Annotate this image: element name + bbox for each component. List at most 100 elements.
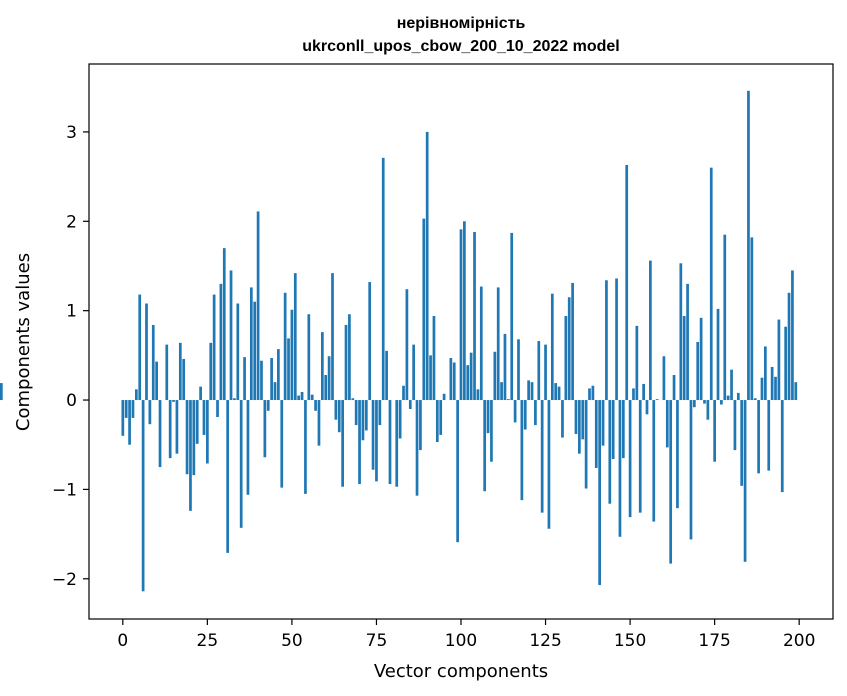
- y-tick-label: −2: [52, 570, 77, 590]
- bar: [280, 400, 284, 488]
- bar: [780, 400, 784, 493]
- bar: [645, 400, 649, 415]
- bar: [297, 395, 301, 401]
- bar: [791, 270, 794, 401]
- x-axis-label: Vector components: [374, 661, 548, 682]
- bar: [189, 400, 192, 511]
- bar: [351, 398, 355, 401]
- bar: [665, 400, 669, 448]
- bar: [635, 325, 639, 401]
- bar: [229, 270, 233, 401]
- bar: [219, 283, 223, 401]
- bar: [344, 324, 348, 401]
- bar: [307, 314, 311, 401]
- bar: [459, 229, 463, 401]
- bar: [628, 400, 632, 518]
- bar: [608, 400, 612, 504]
- bar: [764, 346, 767, 401]
- y-axis-label: Components values: [13, 253, 34, 431]
- bar: [598, 400, 602, 586]
- bar: [706, 400, 710, 420]
- bar: [249, 287, 253, 401]
- bar: [395, 400, 399, 487]
- bar: [760, 377, 764, 401]
- y-tick-label: 3: [66, 123, 77, 143]
- bar: [730, 369, 733, 401]
- bar: [584, 400, 588, 489]
- bar: [331, 273, 334, 401]
- bar: [476, 389, 480, 401]
- bar: [273, 382, 277, 401]
- y-tick-label: −1: [52, 480, 77, 500]
- bar: [206, 400, 209, 464]
- bar: [463, 221, 466, 401]
- bar: [402, 385, 405, 401]
- bar: [175, 400, 179, 454]
- bar: [588, 388, 591, 401]
- bar: [652, 400, 656, 522]
- bar: [662, 356, 666, 401]
- bar: [615, 278, 618, 401]
- bar: [398, 400, 402, 439]
- bar: [777, 319, 781, 401]
- bar: [699, 317, 703, 401]
- bar: [432, 316, 436, 401]
- bar: [449, 358, 453, 401]
- bar: [192, 400, 196, 476]
- bar: [442, 393, 446, 401]
- bar: [364, 400, 368, 431]
- y-tick-label: 1: [66, 302, 77, 322]
- chart-title-line2: ukrconll_upos_cbow_200_10_2022 model: [302, 38, 619, 55]
- x-tick-label: 50: [281, 631, 303, 651]
- bar: [632, 388, 635, 401]
- bar: [226, 400, 230, 553]
- bar: [270, 358, 273, 401]
- x-tick-label: 75: [366, 631, 388, 651]
- bar: [554, 383, 558, 401]
- bar: [287, 338, 290, 401]
- bar: [753, 398, 757, 401]
- bar: [490, 400, 493, 462]
- bar: [260, 360, 263, 401]
- bar: [564, 316, 568, 401]
- bar: [124, 400, 128, 418]
- bar: [239, 400, 243, 528]
- bar: [165, 344, 169, 401]
- bar: [557, 386, 561, 401]
- bar: [750, 237, 754, 401]
- bar: [134, 389, 138, 401]
- bar: [621, 400, 625, 459]
- bar: [696, 341, 700, 401]
- bar: [483, 400, 487, 492]
- x-tick-label: 100: [445, 631, 477, 651]
- bar: [256, 211, 260, 401]
- bar: [415, 400, 419, 496]
- bar: [682, 316, 686, 401]
- bar: [419, 400, 422, 451]
- bar: [334, 400, 338, 420]
- bar: [456, 400, 459, 543]
- bar: [337, 400, 341, 433]
- bar: [178, 342, 182, 401]
- bar: [182, 358, 186, 401]
- x-tick-label: 25: [197, 631, 219, 651]
- bar: [385, 350, 388, 401]
- bar: [378, 400, 382, 426]
- bar: [473, 232, 476, 401]
- bar: [496, 287, 500, 401]
- bar: [726, 395, 730, 401]
- bar: [510, 232, 514, 401]
- bar: [155, 361, 158, 401]
- bar: [354, 400, 358, 426]
- bar: [723, 234, 727, 401]
- bar: [591, 385, 595, 401]
- bar: [523, 400, 527, 430]
- bar: [774, 376, 777, 401]
- bar: [594, 400, 598, 468]
- bar: [199, 386, 202, 401]
- bar: [412, 344, 416, 401]
- bar: [310, 394, 314, 401]
- bar: [283, 292, 287, 401]
- bar: [767, 400, 771, 471]
- bar: [314, 400, 317, 411]
